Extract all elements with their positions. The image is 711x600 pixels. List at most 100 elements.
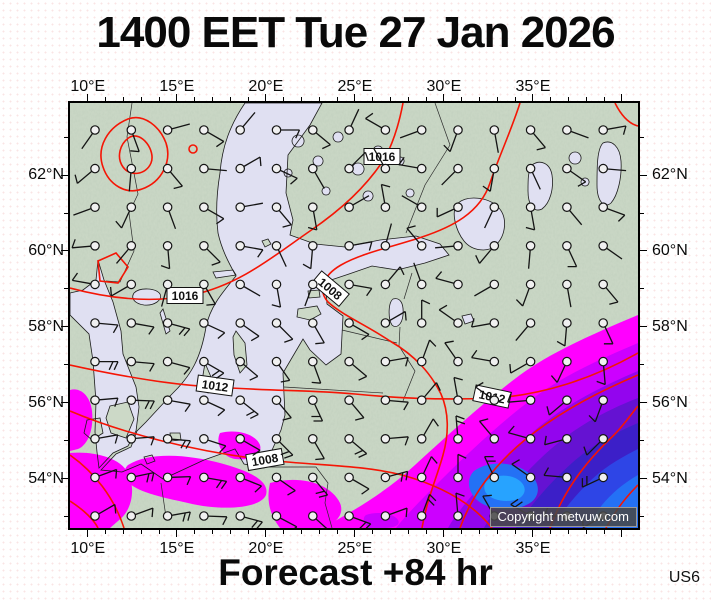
- wind-barb: [235, 395, 259, 419]
- wind-barb: [416, 418, 439, 444]
- axis-tick: [514, 97, 516, 101]
- axis-tick: [87, 94, 89, 101]
- wind-barb: [271, 125, 301, 139]
- wind-barb: [435, 241, 463, 251]
- wind-barb: [435, 271, 463, 290]
- isobar-value-label: 1016: [166, 287, 204, 304]
- wind-barb: [365, 112, 391, 135]
- axis-tick: [640, 478, 647, 480]
- wind-barb: [308, 356, 322, 384]
- wind-barb: [482, 163, 500, 192]
- axis-tick: [479, 97, 481, 101]
- lon-axis-label: 20°E: [248, 540, 284, 557]
- lat-axis-label: 54°N: [28, 469, 64, 487]
- wind-barb: [199, 241, 221, 266]
- wind-barb: [271, 356, 291, 383]
- axis-tick: [443, 530, 445, 537]
- wind-barb: [308, 395, 324, 422]
- wind-barb: [126, 356, 155, 372]
- axis-tick: [461, 97, 463, 101]
- wind-barb: [416, 456, 438, 483]
- axis-tick: [640, 326, 647, 328]
- wind-barb: [160, 241, 173, 270]
- lat-axis-label: 62°N: [652, 166, 688, 184]
- wind-barb: [515, 318, 536, 342]
- wind-barb: [199, 472, 228, 490]
- wind-barb: [235, 356, 259, 381]
- wind-barb: [74, 163, 100, 184]
- wind-barb: [525, 125, 546, 151]
- wind-barb: [271, 241, 287, 267]
- axis-tick: [532, 530, 534, 537]
- wind-barb: [126, 125, 140, 153]
- axis-tick: [585, 530, 587, 534]
- lon-axis-label: 25°E: [337, 78, 373, 95]
- wind-barb: [115, 202, 137, 229]
- wind-barb: [525, 163, 541, 190]
- wind-barb: [199, 125, 225, 148]
- wind-barb: [271, 395, 292, 421]
- wind-barb: [162, 511, 191, 522]
- axis-tick: [64, 516, 68, 518]
- lat-axis-label: 56°N: [652, 393, 688, 411]
- axis-tick: [336, 97, 338, 101]
- wind-barb: [416, 339, 437, 367]
- wind-barb: [126, 163, 137, 192]
- wind-barb: [470, 318, 500, 328]
- lon-axis-label: 15°E: [159, 78, 195, 95]
- wind-barb: [90, 433, 119, 444]
- axis-tick: [354, 94, 356, 101]
- lon-axis-label: 20°E: [248, 78, 284, 95]
- axis-tick: [140, 97, 142, 101]
- wind-barb: [126, 471, 155, 483]
- axis-tick: [61, 326, 68, 328]
- wind-barb: [515, 279, 536, 307]
- wind-barb: [436, 202, 463, 218]
- wind-barb: [484, 202, 500, 229]
- wind-barb: [90, 356, 119, 371]
- wind-barb: [71, 272, 100, 290]
- wind-barb: [598, 279, 619, 305]
- wind-barb: [438, 304, 463, 328]
- axis-tick: [496, 530, 498, 534]
- wind-barb: [471, 349, 500, 367]
- wind-barb: [398, 156, 427, 174]
- wind-barb: [308, 511, 328, 528]
- wind-barb: [344, 395, 365, 421]
- axis-tick: [496, 97, 498, 101]
- isobar-labels-layer: 101610161008101210081012: [166, 148, 512, 472]
- wind-barb: [235, 511, 263, 528]
- lon-axis-label: 30°E: [426, 540, 462, 557]
- wind-barb: [162, 472, 192, 486]
- axis-tick: [247, 530, 249, 534]
- axis-tick: [461, 530, 463, 534]
- lon-axis-label: 10°E: [70, 78, 106, 95]
- axis-tick: [603, 97, 605, 101]
- wind-barb: [556, 318, 572, 347]
- wind-barb: [344, 151, 370, 174]
- wind-barb: [344, 108, 360, 135]
- wind-barb: [596, 356, 608, 386]
- axis-tick: [550, 97, 552, 101]
- copyright-watermark: Copyright metvuw.com: [489, 507, 637, 527]
- wind-barb: [90, 318, 119, 334]
- wind-barb: [441, 163, 463, 186]
- axis-tick: [640, 364, 644, 366]
- wind-barb: [489, 125, 500, 153]
- wind-barb: [308, 163, 325, 189]
- wind-barb: [199, 356, 225, 379]
- wind-barb: [598, 241, 623, 260]
- axis-tick: [640, 402, 647, 404]
- wind-barb: [271, 433, 294, 459]
- axis-tick: [283, 530, 285, 534]
- lat-axis-label: 54°N: [652, 469, 688, 487]
- wind-barb: [444, 340, 463, 367]
- axis-tick: [372, 97, 374, 101]
- wind-barb: [406, 225, 427, 251]
- wind-barb: [162, 123, 190, 135]
- wind-barb: [73, 202, 100, 216]
- wind-barb: [507, 393, 536, 405]
- wind-barb: [511, 459, 536, 483]
- wind-barb: [588, 395, 608, 423]
- wind-barb: [453, 415, 466, 444]
